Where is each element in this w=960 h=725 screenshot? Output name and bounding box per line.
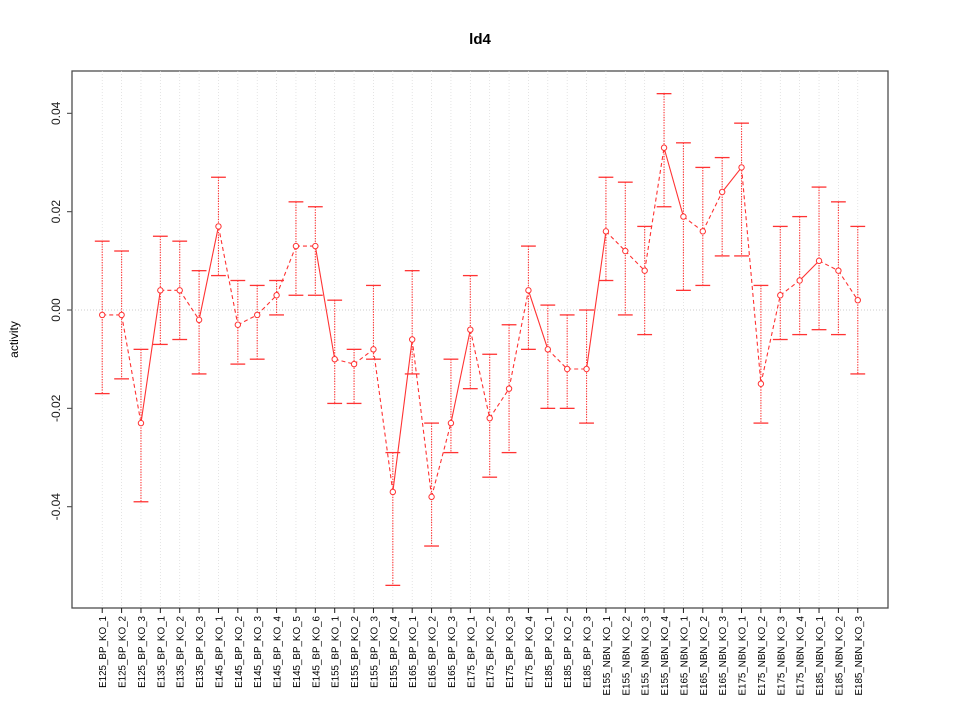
svg-text:E135_BP_KO_2: E135_BP_KO_2	[176, 616, 187, 688]
svg-text:E155_BP_KO_3: E155_BP_KO_3	[369, 615, 380, 687]
svg-text:E185_NBN_KO_2: E185_NBN_KO_2	[834, 616, 845, 696]
svg-text:activity: activity	[7, 321, 21, 358]
svg-text:0.04: 0.04	[49, 101, 63, 125]
svg-text:E175_BP_KO_2: E175_BP_KO_2	[486, 616, 497, 688]
svg-text:E155_BP_KO_2: E155_BP_KO_2	[350, 616, 361, 688]
svg-text:E175_NBN_KO_1: E175_NBN_KO_1	[738, 616, 749, 696]
svg-text:-0.02: -0.02	[49, 394, 63, 422]
svg-text:E135_BP_KO_1: E135_BP_KO_1	[156, 616, 167, 688]
svg-text:E145_BP_KO_6: E145_BP_KO_6	[311, 615, 322, 687]
svg-text:E145_BP_KO_1: E145_BP_KO_1	[214, 616, 225, 688]
svg-text:E165_NBN_KO_2: E165_NBN_KO_2	[699, 616, 710, 696]
svg-text:E185_NBN_KO_1: E185_NBN_KO_1	[815, 616, 826, 696]
svg-text:E165_BP_KO_1: E165_BP_KO_1	[408, 616, 419, 688]
svg-text:E145_BP_KO_5: E145_BP_KO_5	[292, 615, 303, 687]
svg-text:E145_BP_KO_4: E145_BP_KO_4	[273, 615, 284, 687]
svg-text:E125_BP_KO_1: E125_BP_KO_1	[98, 616, 109, 688]
svg-text:-0.04: -0.04	[49, 493, 63, 521]
svg-text:E125_BP_KO_2: E125_BP_KO_2	[118, 616, 129, 688]
svg-text:E185_BP_KO_1: E185_BP_KO_1	[544, 616, 555, 688]
svg-text:E145_BP_KO_3: E145_BP_KO_3	[253, 615, 264, 687]
svg-text:E155_BP_KO_4: E155_BP_KO_4	[389, 615, 400, 687]
svg-text:E175_BP_KO_4: E175_BP_KO_4	[524, 615, 535, 687]
svg-text:E175_BP_KO_3: E175_BP_KO_3	[505, 615, 516, 687]
svg-text:E165_NBN_KO_3: E165_NBN_KO_3	[718, 615, 729, 695]
svg-text:E155_BP_KO_1: E155_BP_KO_1	[331, 616, 342, 688]
svg-text:0.00: 0.00	[49, 298, 63, 322]
svg-text:E175_BP_KO_1: E175_BP_KO_1	[466, 616, 477, 688]
svg-text:E175_NBN_KO_2: E175_NBN_KO_2	[757, 616, 768, 696]
svg-text:E165_NBN_KO_1: E165_NBN_KO_1	[679, 616, 690, 696]
svg-text:E165_BP_KO_2: E165_BP_KO_2	[428, 616, 439, 688]
svg-text:0.02: 0.02	[49, 200, 63, 224]
svg-text:E165_BP_KO_3: E165_BP_KO_3	[447, 615, 458, 687]
svg-text:E135_BP_KO_3: E135_BP_KO_3	[195, 615, 206, 687]
svg-text:E155_NBN_KO_1: E155_NBN_KO_1	[602, 616, 613, 696]
svg-text:E175_NBN_KO_3: E175_NBN_KO_3	[776, 615, 787, 695]
svg-text:E185_BP_KO_3: E185_BP_KO_3	[583, 615, 594, 687]
svg-text:E185_BP_KO_2: E185_BP_KO_2	[563, 616, 574, 688]
svg-text:E155_NBN_KO_2: E155_NBN_KO_2	[621, 616, 632, 696]
svg-text:ld4: ld4	[469, 31, 491, 48]
svg-text:E155_NBN_KO_4: E155_NBN_KO_4	[660, 615, 671, 695]
svg-text:E125_BP_KO_3: E125_BP_KO_3	[137, 615, 148, 687]
svg-text:E175_NBN_KO_4: E175_NBN_KO_4	[796, 615, 807, 695]
svg-text:E185_NBN_KO_3: E185_NBN_KO_3	[854, 615, 865, 695]
svg-text:E155_NBN_KO_3: E155_NBN_KO_3	[641, 615, 652, 695]
svg-text:E145_BP_KO_2: E145_BP_KO_2	[234, 616, 245, 688]
